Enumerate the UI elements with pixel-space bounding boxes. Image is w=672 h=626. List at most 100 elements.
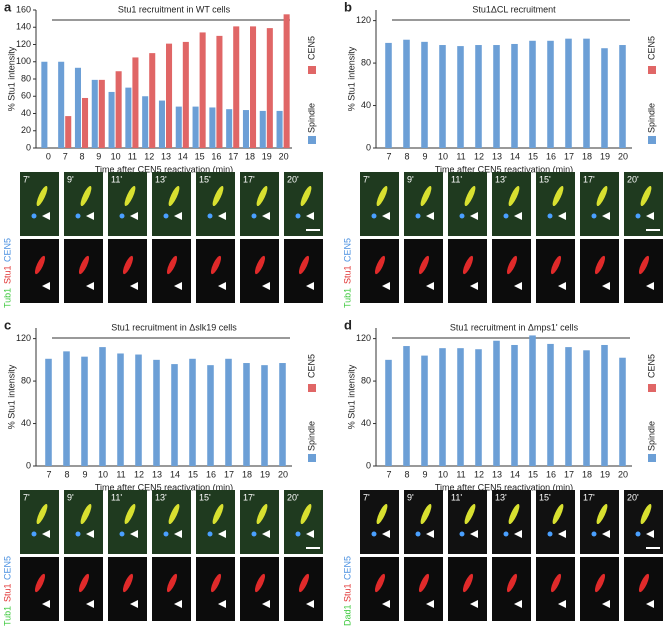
- spindle-signal: [552, 503, 564, 525]
- stu1-signal: [550, 255, 562, 275]
- stu1-signal: [122, 573, 134, 593]
- arrowhead: [646, 530, 654, 538]
- time-label: 15': [539, 174, 551, 184]
- arrowhead: [218, 530, 226, 538]
- cen5-dot: [119, 531, 125, 537]
- channel-label: CEN5: [2, 556, 12, 580]
- arrowhead: [382, 600, 390, 608]
- legend-label: Spindle: [306, 421, 316, 451]
- spindle-signal: [36, 503, 48, 525]
- x-axis-label: Time after CEN5 reactivation (min): [435, 482, 573, 492]
- x-tick-label: 7: [63, 151, 68, 161]
- bar: [529, 335, 536, 466]
- y-tick-label: 60: [21, 91, 31, 101]
- stu1-signal: [374, 573, 386, 593]
- time-label: 7': [363, 174, 370, 184]
- y-tick-label: 40: [21, 418, 31, 428]
- arrowhead: [426, 600, 434, 608]
- bar: [41, 61, 48, 148]
- bar: [117, 353, 124, 466]
- x-tick-label: 19: [600, 151, 610, 161]
- spindle-signal: [168, 185, 180, 207]
- stu1-signal: [78, 255, 90, 275]
- bar: [385, 42, 392, 148]
- legend-swatch: [308, 454, 316, 462]
- channel-label: Stu1: [2, 583, 12, 602]
- y-axis-label: % Stu1 intensity: [6, 46, 16, 111]
- arrowhead: [558, 530, 566, 538]
- spindle-signal: [256, 185, 268, 207]
- y-tick-label: 0: [366, 460, 371, 470]
- time-label: 9': [407, 174, 414, 184]
- bar: [385, 359, 392, 466]
- y-tick-label: 100: [16, 56, 31, 66]
- x-tick-label: 14: [510, 151, 520, 161]
- x-tick-label: 0: [46, 151, 51, 161]
- x-tick-label: 19: [600, 469, 610, 479]
- cen5-dot: [591, 531, 597, 537]
- bar: [74, 67, 81, 148]
- bar: [63, 351, 70, 466]
- panel-letter: b: [344, 0, 352, 14]
- x-tick-label: 17: [224, 469, 234, 479]
- bar: [158, 100, 165, 148]
- y-tick-label: 40: [361, 100, 371, 110]
- stu1-signal: [594, 255, 606, 275]
- arrowhead: [558, 212, 566, 220]
- bar: [45, 358, 52, 466]
- stu1-signal: [506, 573, 518, 593]
- x-tick-label: 14: [178, 151, 188, 161]
- arrowhead: [86, 530, 94, 538]
- bar: [259, 110, 266, 148]
- arrowhead: [262, 530, 270, 538]
- cen5-dot: [295, 213, 301, 219]
- y-tick-label: 120: [16, 39, 31, 49]
- spindle-signal: [300, 185, 312, 207]
- bar: [439, 348, 446, 466]
- spindle-signal: [640, 503, 652, 525]
- legend-label: CEN5: [306, 36, 316, 60]
- cen5-dot: [503, 531, 509, 537]
- cen5-dot: [119, 213, 125, 219]
- y-tick-label: 120: [356, 333, 371, 343]
- x-tick-label: 13: [492, 469, 502, 479]
- stu1-signal: [506, 255, 518, 275]
- cen5-dot: [635, 213, 641, 219]
- x-tick-label: 9: [96, 151, 101, 161]
- spindle-signal: [640, 185, 652, 207]
- legend-swatch: [648, 384, 656, 392]
- arrowhead: [42, 530, 50, 538]
- bar: [266, 28, 273, 148]
- y-tick-label: 120: [356, 15, 371, 25]
- bar: [233, 26, 240, 149]
- arrowhead: [514, 600, 522, 608]
- legend-label: CEN5: [306, 354, 316, 378]
- spindle-signal: [420, 185, 432, 207]
- arrowhead: [86, 600, 94, 608]
- y-tick-label: 80: [21, 73, 31, 83]
- arrowhead: [174, 600, 182, 608]
- x-tick-label: 10: [438, 151, 448, 161]
- spindle-signal: [420, 503, 432, 525]
- arrowhead: [86, 212, 94, 220]
- arrowhead: [130, 530, 138, 538]
- legend-swatch: [308, 136, 316, 144]
- time-label: 15': [539, 492, 551, 502]
- x-tick-label: 9: [422, 151, 427, 161]
- x-tick-label: 19: [262, 151, 272, 161]
- bar: [209, 107, 216, 148]
- legend-swatch: [648, 66, 656, 74]
- bar: [565, 38, 572, 148]
- chart-title: Stu1 recruitment in Δslk19 cells: [111, 322, 237, 332]
- x-axis-label: Time after CEN5 reactivation (min): [435, 164, 573, 174]
- cen5-dot: [31, 531, 37, 537]
- arrowhead: [130, 212, 138, 220]
- stu1-signal: [166, 255, 178, 275]
- spindle-signal: [376, 503, 388, 525]
- channel-label: CEN5: [342, 556, 352, 580]
- bar: [261, 365, 268, 466]
- x-tick-label: 20: [618, 469, 628, 479]
- x-tick-label: 8: [404, 151, 409, 161]
- bar: [98, 79, 105, 148]
